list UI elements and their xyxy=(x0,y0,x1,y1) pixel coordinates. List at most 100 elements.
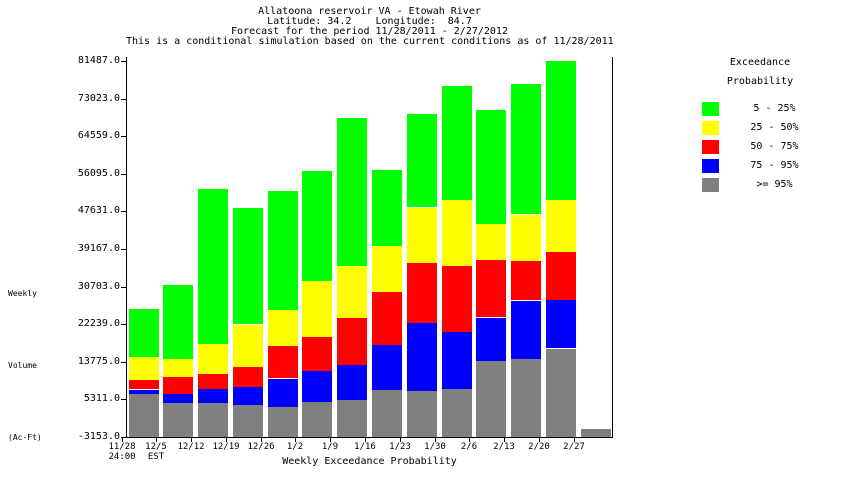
x-tick-label: 2/6 xyxy=(460,442,478,452)
x-tick xyxy=(469,438,470,442)
y-axis-title-line: Weekly xyxy=(8,289,37,298)
legend-item-label: 25 - 50% xyxy=(750,122,799,133)
bar-segment-95-1-2 xyxy=(302,402,332,437)
legend-item: 5 - 25% xyxy=(702,102,822,116)
legend-item-label: 50 - 75% xyxy=(750,141,799,152)
y-tick xyxy=(121,136,126,137)
x-tick-label: 1/16 xyxy=(354,442,376,452)
x-tick-label: 2/27 xyxy=(563,442,585,452)
x-tick xyxy=(330,438,331,442)
y-tick xyxy=(121,362,126,363)
bar-segment-525-1-9 xyxy=(337,118,367,266)
bar-segment-95-12-26 xyxy=(268,406,298,437)
bar-segment-525-1-2 xyxy=(302,171,332,281)
x-tick-sublabel: 24:00 xyxy=(108,452,136,462)
x-tick xyxy=(191,438,192,442)
bar-segment-525-12-12 xyxy=(198,189,228,344)
legend-swatch-blue xyxy=(702,159,719,173)
legend-item: 50 - 75% xyxy=(702,140,822,154)
bar-segment-2550-12-26 xyxy=(268,310,298,346)
bar-segment-7595-1-2 xyxy=(302,371,332,402)
x-tick-label: 12/26 xyxy=(247,442,275,452)
bar-segment-7595-1-23 xyxy=(407,323,437,391)
x-tick xyxy=(295,438,296,442)
chart-subtitle-coordinates: Latitude: 34.2 Longitude: 84.7 xyxy=(267,16,472,27)
bar-segment-95-2-20 xyxy=(546,349,576,437)
bar-segment-5075-2-13 xyxy=(511,260,541,300)
x-axis-line xyxy=(126,437,613,438)
legend-item: 75 - 95% xyxy=(702,159,822,173)
bar-segment-5075-1-30 xyxy=(442,266,472,332)
bar-segment-7595-12-12 xyxy=(198,389,228,403)
y-tick xyxy=(121,99,126,100)
legend-item-label: >= 95% xyxy=(756,179,793,190)
bar-segment-5075-11-28 xyxy=(129,379,159,389)
bar-segment-95-1-9 xyxy=(337,399,367,437)
y-tick-label: 13775.0 xyxy=(77,356,120,367)
bar-segment-5075-1-23 xyxy=(407,262,437,323)
bar-segment-95-1-30 xyxy=(442,389,472,437)
legend-swatch-gray xyxy=(702,178,719,192)
y-tick xyxy=(121,61,126,62)
x-axis-title: Weekly Exceedance Probability xyxy=(282,456,457,467)
x-tick xyxy=(435,438,436,442)
bar-segment-5075-12-12 xyxy=(198,374,228,389)
bar-segment-2550-2-13 xyxy=(511,215,541,261)
bar-segment-2550-1-23 xyxy=(407,208,437,263)
y-axis-line xyxy=(126,57,127,438)
bar-segment-5075-1-2 xyxy=(302,337,332,371)
bar-segment-5075-2-6 xyxy=(476,260,506,317)
y-tick-label: -3153.0 xyxy=(77,431,120,442)
x-tick xyxy=(400,438,401,442)
x-tick xyxy=(504,438,505,442)
bar-segment-2550-1-2 xyxy=(302,281,332,337)
bar-segment-525-12-5 xyxy=(163,285,193,359)
legend-item-label: 5 - 25% xyxy=(753,103,796,114)
legend-title: Exceedance Probability xyxy=(700,57,820,95)
y-axis-title: Weekly Volume (Ac-Ft) xyxy=(8,234,42,474)
bar-segment-95-2-13 xyxy=(511,359,541,437)
y-tick-label: 81487.0 xyxy=(77,55,120,66)
bar-segment-2550-1-9 xyxy=(337,266,367,318)
y-tick-label: 64559.0 xyxy=(77,130,120,141)
bar-segment-95-12-19 xyxy=(233,404,263,437)
bar-segment-95-12-5 xyxy=(163,403,193,437)
bar-segment-95-11-28 xyxy=(129,394,159,437)
legend-item-label: 75 - 95% xyxy=(750,160,799,171)
y-tick xyxy=(121,174,126,175)
bar-segment-95-2-27 xyxy=(581,429,611,437)
bar-segment-525-11-28 xyxy=(129,309,159,357)
y-axis-title-line: Volume xyxy=(8,361,37,370)
x-tick-label: 2/20 xyxy=(528,442,550,452)
x-tick-sublabel: EST xyxy=(147,452,165,462)
y-tick xyxy=(121,437,126,438)
bar-segment-2550-11-28 xyxy=(129,357,159,380)
bar-segment-525-12-26 xyxy=(268,191,298,310)
y-tick-label: 47631.0 xyxy=(77,205,120,216)
legend-swatch-yellow xyxy=(702,121,719,135)
bar-segment-525-12-19 xyxy=(233,208,263,324)
bar-segment-525-1-16 xyxy=(372,170,402,246)
y-tick xyxy=(121,287,126,288)
legend-swatch-red xyxy=(702,140,719,154)
bar-segment-2550-12-19 xyxy=(233,325,263,367)
bar-segment-5075-12-26 xyxy=(268,346,298,378)
bar-segment-5075-2-20 xyxy=(546,252,576,300)
bar-segment-95-2-6 xyxy=(476,360,506,437)
bar-segment-2550-12-12 xyxy=(198,344,228,374)
legend-item: 25 - 50% xyxy=(702,121,822,135)
x-tick xyxy=(574,438,575,442)
bar-segment-7595-1-30 xyxy=(442,332,472,389)
bar-segment-5075-1-9 xyxy=(337,317,367,365)
x-tick xyxy=(539,438,540,442)
bar-segment-7595-2-6 xyxy=(476,318,506,361)
legend-title-line: Exceedance xyxy=(729,57,791,68)
bar-segment-5075-12-19 xyxy=(233,367,263,387)
y-tick xyxy=(121,211,126,212)
x-tick xyxy=(156,438,157,442)
x-tick-label: 11/28 xyxy=(108,442,136,452)
bar-segment-7595-2-13 xyxy=(511,301,541,359)
chart-title-block: Allatoona reservoir VA - Etowah River La… xyxy=(126,7,614,47)
